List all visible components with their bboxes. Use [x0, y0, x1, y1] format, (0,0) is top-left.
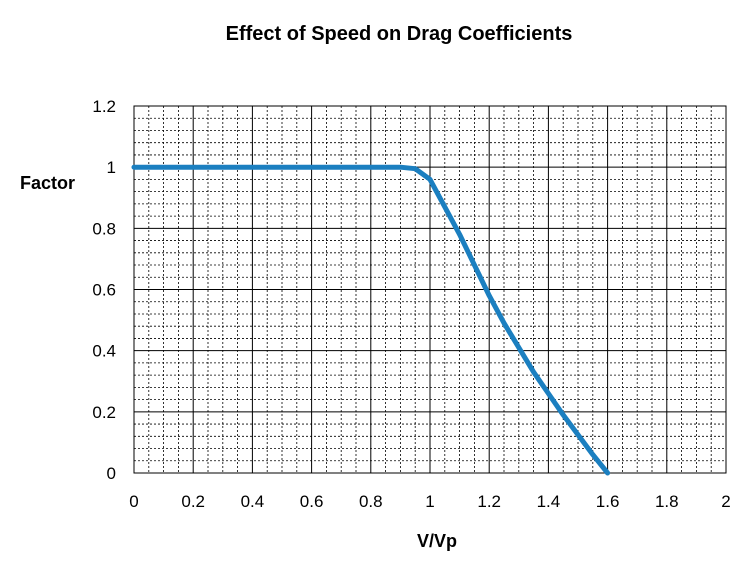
y-tick-label: 0.6 — [92, 281, 116, 300]
chart-title: Effect of Speed on Drag Coefficients — [226, 23, 573, 45]
y-tick-label: 1.2 — [92, 97, 116, 116]
grid — [133, 105, 727, 474]
x-tick-label: 1.2 — [477, 492, 501, 511]
x-tick-label: 0.6 — [300, 492, 324, 511]
x-tick-label: 1 — [425, 492, 434, 511]
y-tick-label: 0 — [107, 464, 116, 483]
series-line — [131, 164, 611, 476]
plot-area — [133, 105, 727, 474]
y-tick-label: 1 — [107, 158, 116, 177]
y-axis-ticks: 0 0.2 0.4 0.6 0.8 1 1.2 — [92, 97, 116, 483]
y-axis-label: Factor — [20, 173, 75, 193]
x-tick-label: 0 — [129, 492, 138, 511]
x-axis-ticks: 0 0.2 0.4 0.6 0.8 1 1.2 1.4 1.6 1.8 2 — [129, 492, 730, 511]
y-tick-label: 0.4 — [92, 342, 116, 361]
x-axis-label: V/Vp — [417, 531, 457, 551]
x-tick-label: 1.4 — [537, 492, 561, 511]
x-tick-label: 0.4 — [241, 492, 265, 511]
y-tick-label: 0.8 — [92, 219, 116, 238]
x-tick-label: 1.6 — [596, 492, 620, 511]
series-layer — [131, 164, 611, 476]
y-tick-label: 0.2 — [92, 403, 116, 422]
x-tick-label: 1.8 — [655, 492, 679, 511]
x-tick-label: 0.8 — [359, 492, 383, 511]
x-tick-label: 0.2 — [181, 492, 205, 511]
x-tick-label: 2 — [721, 492, 730, 511]
